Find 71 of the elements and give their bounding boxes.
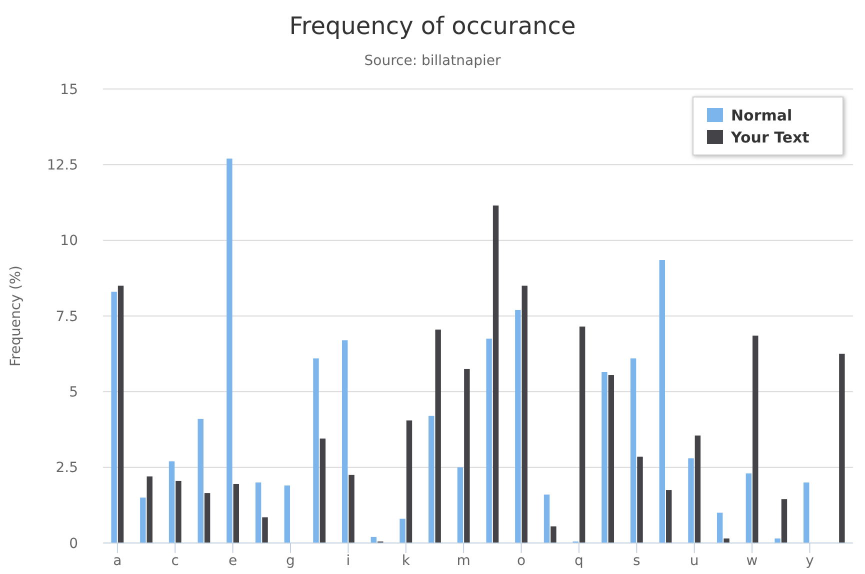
- y-tick-label: 10: [60, 233, 78, 250]
- x-tick-label: o: [516, 553, 526, 569]
- bar: [400, 518, 406, 543]
- bar: [284, 485, 290, 543]
- bar: [630, 358, 636, 543]
- y-tick-label: 15: [60, 82, 78, 98]
- bar: [492, 206, 499, 543]
- x-tick-label: y: [806, 553, 814, 569]
- bar: [724, 538, 730, 543]
- bar: [342, 340, 348, 543]
- x-tick-label: q: [574, 553, 584, 569]
- bar: [313, 358, 319, 543]
- bar: [486, 338, 492, 543]
- legend-label: Normal: [731, 106, 792, 124]
- bar: [544, 494, 550, 543]
- bar: [464, 368, 470, 543]
- bar: [428, 416, 434, 543]
- x-tick-label: e: [228, 553, 238, 569]
- x-tick-label: m: [456, 553, 470, 569]
- bar: [435, 330, 441, 543]
- bar: [781, 499, 788, 543]
- bar: [522, 286, 528, 543]
- bar: [746, 473, 752, 543]
- bar: [111, 292, 117, 543]
- bar: [140, 498, 146, 543]
- y-tick-label: 0: [69, 536, 78, 552]
- bar: [694, 436, 701, 543]
- bar: [204, 493, 210, 543]
- x-tick-label: u: [690, 553, 699, 569]
- y-axis-title: Frequency (%): [8, 265, 24, 367]
- bar: [666, 490, 672, 543]
- y-tick-label: 5: [69, 384, 78, 401]
- bar: [255, 482, 262, 543]
- bar: [637, 456, 643, 543]
- bar: [406, 420, 412, 543]
- y-tick-label: 7.5: [56, 308, 78, 325]
- bar: [176, 480, 182, 543]
- legend-label: Your Text: [730, 128, 810, 146]
- x-tick-label: c: [171, 553, 179, 569]
- bar: [752, 336, 758, 543]
- bar: [226, 158, 232, 543]
- bar: [804, 482, 810, 543]
- y-tick-label: 2.5: [56, 460, 78, 476]
- bar: [348, 474, 354, 543]
- bar: [659, 260, 665, 543]
- bar: [198, 418, 204, 543]
- bar: [233, 484, 240, 543]
- x-tick-label: k: [402, 553, 411, 569]
- bar: [320, 438, 326, 543]
- bar: [608, 375, 614, 543]
- x-tick-label: a: [113, 553, 122, 569]
- x-tick-label: i: [346, 553, 350, 569]
- bar: [550, 526, 556, 543]
- bar: [602, 372, 608, 543]
- bar: [457, 467, 464, 543]
- bar: [146, 476, 152, 543]
- bar: [774, 538, 780, 543]
- bar: [118, 286, 124, 543]
- bar: [839, 354, 845, 543]
- chart-title: Frequency of occurance: [289, 12, 576, 40]
- chart-subtitle: Source: billatnapier: [364, 53, 501, 69]
- x-tick-label: s: [633, 553, 640, 569]
- bar: [168, 461, 175, 543]
- bar: [579, 326, 586, 543]
- y-tick-label: 12.5: [46, 158, 78, 174]
- bar: [716, 512, 723, 543]
- bar: [515, 310, 521, 543]
- x-tick-label: w: [746, 553, 758, 569]
- bar: [262, 517, 268, 543]
- x-tick-label: g: [286, 553, 295, 569]
- bar: [688, 458, 694, 543]
